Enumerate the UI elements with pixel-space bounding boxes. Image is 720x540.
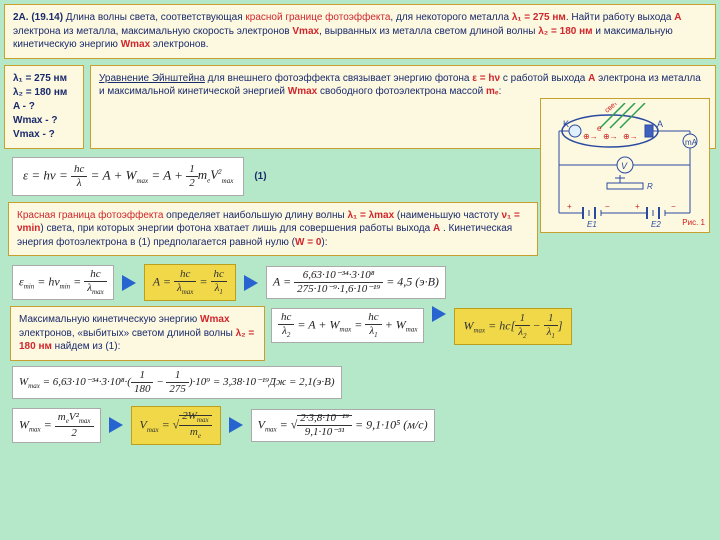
arrow-icon	[109, 417, 123, 433]
svg-text:⊕→: ⊕→	[583, 132, 598, 141]
svg-text:⊕→: ⊕→	[623, 132, 638, 141]
svg-text:A: A	[657, 119, 663, 129]
lambda2-value: λ₂ = 180 нм	[538, 26, 592, 37]
given-Wmax: Wmax - ?	[13, 114, 75, 128]
svg-text:+: +	[635, 202, 640, 211]
svg-text:V: V	[621, 161, 628, 171]
text: ):	[321, 237, 327, 248]
svg-text:−: −	[671, 202, 676, 211]
given-A: A - ?	[13, 100, 75, 114]
lambda1-value: λ₁ = 275 нм	[512, 12, 566, 23]
Vmax-formula: Vmax = √2Wmaxme	[131, 406, 221, 445]
work-function-numeric: A = 6,63·10⁻³⁴·3·10⁸275·10⁻⁹·1,6·10⁻¹⁹ =…	[266, 266, 446, 299]
svg-text:E2: E2	[651, 220, 661, 228]
text: определяет наибольшую длину волны	[163, 210, 347, 221]
svg-text:e: e	[597, 124, 602, 133]
formula-2-row: εmin = hνmin = hcλmax A = hcλmax = hcλ1 …	[10, 262, 716, 303]
red-border-term: красной границе фотоэффекта	[245, 12, 390, 23]
arrow-icon	[122, 275, 136, 291]
given-lambda1: λ₁ = 275 нм	[13, 72, 75, 86]
given-lambda2: λ₂ = 180 нм	[13, 86, 75, 100]
red-border-title: Красная граница фотоэффекта	[17, 210, 163, 221]
given-Vmax: Vmax - ?	[13, 128, 75, 142]
eps-formula: ε = hν	[472, 73, 500, 84]
svg-text:−: −	[605, 202, 610, 211]
text: Длина волны света, соответствующая	[63, 12, 245, 23]
svg-text:E1: E1	[587, 220, 597, 228]
text: . Найти работу выхода	[566, 12, 674, 23]
W-zero: W = 0	[295, 237, 321, 248]
text: с работой выхода	[500, 73, 588, 84]
text: электронов, «выбитых» светом длиной волн…	[19, 328, 236, 339]
problem-statement-box: 2A. (19.14) Длина волны света, соответст…	[4, 4, 716, 59]
wmax-explain-box: Максимальную кинетическую энергию Wmax э…	[10, 306, 265, 361]
Wmax-numeric: Wmax = 6,63·10⁻³⁴·3·10⁸·(1180 − 1275)·10…	[12, 366, 342, 399]
svg-text:mA: mA	[685, 138, 698, 147]
text: , для некоторого металла	[390, 12, 511, 23]
einstein-title: Уравнение Эйнштейна	[99, 73, 205, 84]
eps-min-formula: εmin = hνmin = hcλmax	[12, 265, 114, 300]
Wmax-kinetic: Wmax = meV²max2	[12, 408, 101, 443]
svg-text:R: R	[647, 182, 653, 191]
Wmax-formula: Wmax = hc[1λ2 − 1λ1]	[454, 308, 571, 345]
work-function-formula: A = hcλmax = hcλ1	[144, 264, 236, 301]
svg-text:свет: свет	[604, 103, 620, 115]
svg-text:K: K	[563, 119, 569, 129]
wmax-formula-row: Максимальную кинетическую энергию Wmax э…	[10, 306, 716, 361]
red-border-box: Красная граница фотоэффекта определяет н…	[8, 202, 538, 257]
text: свободного фотоэлектрона массой	[317, 86, 486, 97]
problem-number: 2A. (19.14)	[13, 12, 63, 23]
text: для внешнего фотоэффекта связывает энерг…	[205, 73, 472, 84]
Wmax-symbol: Wmax	[288, 86, 317, 97]
einstein-formula: ε = hν = hcλ = A + Wmax = A + 12meV2max	[12, 157, 244, 196]
text: :	[499, 86, 502, 97]
text: электрона из металла, максимальную скоро…	[13, 26, 292, 37]
svg-text:+: +	[567, 202, 572, 211]
vmax-symbol: Vmax	[292, 26, 319, 37]
text: электронов.	[150, 39, 208, 50]
Wmax-sym: Wmax	[200, 314, 229, 325]
lambda-max: λ₁ = λmax	[347, 210, 394, 221]
arrow-icon	[244, 275, 258, 291]
arrow-icon	[432, 306, 446, 322]
diagram-label: Рис. 1	[545, 218, 705, 227]
circuit-diagram-svg: свет K A ⊕→ ⊕→ ⊕→ e mA V R	[545, 103, 705, 228]
velocity-row: Wmax = meV²max2 Vmax = √2Wmaxme Vmax = √…	[10, 404, 716, 447]
circuit-diagram-box: свет K A ⊕→ ⊕→ ⊕→ e mA V R	[540, 98, 710, 233]
given-data-box: λ₁ = 275 нм λ₂ = 180 нм A - ? Wmax - ? V…	[4, 65, 84, 149]
text: , вырванных из металла светом длиной вол…	[319, 26, 538, 37]
Vmax-numeric: Vmax = √2·3,8·10⁻¹⁹9,1·10⁻³¹ = 9,1·10⁵ (…	[251, 409, 435, 442]
svg-text:⊕→: ⊕→	[603, 132, 618, 141]
equation-number-1: (1)	[254, 171, 266, 182]
arrow-icon	[229, 417, 243, 433]
text: найдем из (1):	[52, 341, 120, 352]
text: (наименьшую частоту	[394, 210, 501, 221]
wmax-symbol: Wmax	[121, 39, 150, 50]
energy-balance-formula: hcλ2 = A + Wmax = hcλ1 + Wmax	[271, 308, 424, 343]
text: ) света, при которых энергии фотона хват…	[40, 223, 433, 234]
wmax-numeric-row: Wmax = 6,63·10⁻³⁴·3·10⁸·(1180 − 1275)·10…	[10, 364, 716, 401]
work-function-A: A	[674, 12, 681, 23]
text: Максимальную кинетическую энергию	[19, 314, 200, 325]
me-symbol: mₑ	[486, 86, 499, 97]
